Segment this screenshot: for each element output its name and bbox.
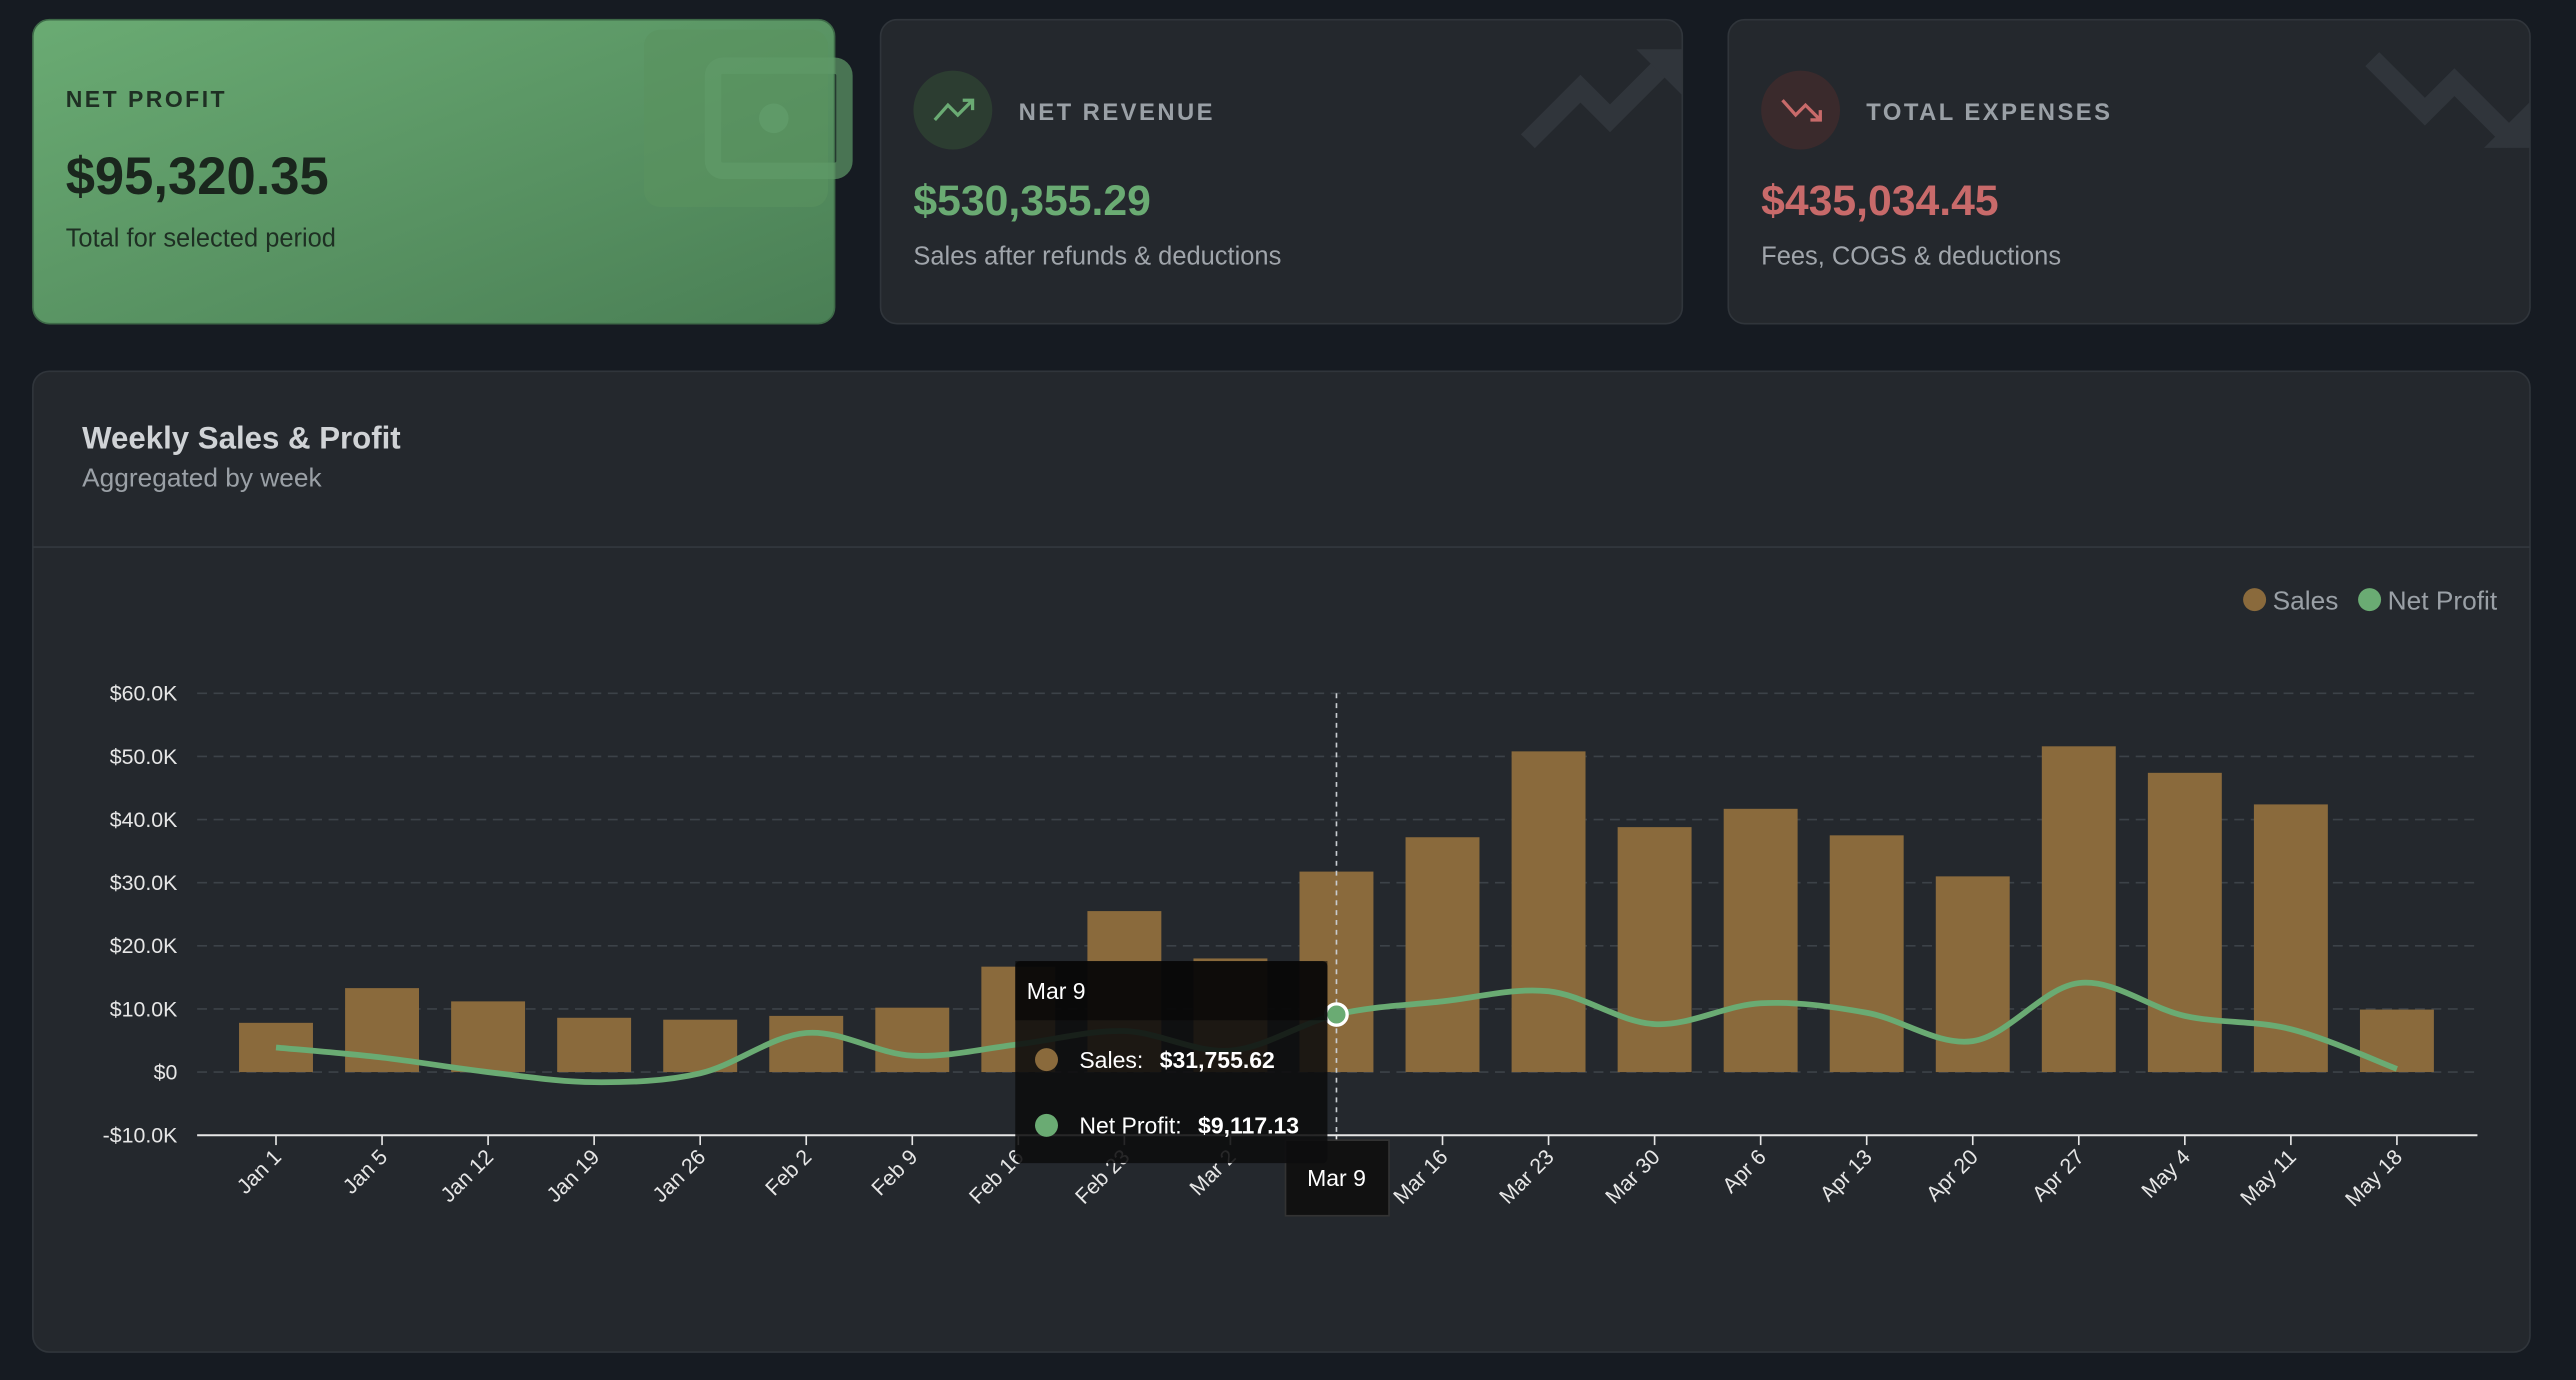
y-tick-label: $0 <box>154 1060 178 1084</box>
bar <box>875 1007 950 1073</box>
card-value: $530,355.29 <box>913 177 1150 225</box>
y-tick-label: $20.0K <box>110 934 178 958</box>
card-net-profit: NET PROFIT $95,320.35 Total for selected… <box>32 18 853 325</box>
y-tick-label: $10.0K <box>110 997 178 1021</box>
card-label: NET PROFIT <box>66 86 227 112</box>
bar <box>557 1017 632 1073</box>
y-tick-label: $30.0K <box>110 871 178 895</box>
bar <box>1723 808 1798 1073</box>
bar <box>2147 772 2222 1073</box>
y-tick-label: $50.0K <box>110 745 178 769</box>
bar <box>1511 751 1586 1073</box>
legend-label: Net Profit <box>2388 586 2498 616</box>
card-note: Sales after refunds & deductions <box>913 242 1281 270</box>
tooltip-label: Net Profit: <box>1079 1113 1181 1139</box>
card-net-revenue: NET REVENUE $530,355.29 Sales after refu… <box>879 18 1684 325</box>
bar <box>1829 835 1904 1073</box>
bar <box>769 1015 844 1073</box>
plot: -$10.0K $0 $10.0K $20.0K $30.0K $40.0K $50.0K $… <box>103 586 2498 1217</box>
tooltip-header <box>1015 961 1328 1021</box>
bar <box>1405 837 1480 1073</box>
bar <box>2041 746 2116 1073</box>
card-note: Fees, COGS & deductions <box>1761 242 2061 270</box>
x-hover-label: Mar 9 <box>1307 1165 1366 1191</box>
tooltip-value: $9,117.13 <box>1198 1113 1299 1139</box>
bar <box>2359 1009 2434 1073</box>
tooltip-label: Sales: <box>1079 1047 1143 1073</box>
chart-title: Weekly Sales & Profit <box>82 421 401 456</box>
y-tick-label: -$10.0K <box>103 1124 178 1148</box>
card-total-expenses: TOTAL EXPENSES $435,034.45 Fees, COGS & … <box>1727 18 2531 325</box>
legend-label: Sales <box>2273 586 2339 616</box>
bar <box>451 1001 526 1073</box>
hover-point <box>1324 1002 1349 1027</box>
tooltip-marker <box>1035 1048 1058 1072</box>
tooltip-value: $31,755.62 <box>1160 1047 1275 1073</box>
card-value: $435,034.45 <box>1761 177 1998 225</box>
legend-marker <box>2358 588 2382 612</box>
legend-marker <box>2243 588 2267 612</box>
card-label: TOTAL EXPENSES <box>1866 99 2112 126</box>
bar <box>1617 827 1692 1073</box>
card-value: $95,320.35 <box>66 147 329 206</box>
card-note: Total for selected period <box>66 224 336 252</box>
chart-panel <box>32 370 2531 1353</box>
chart-subtitle: Aggregated by week <box>82 462 322 492</box>
y-tick-label: $60.0K <box>110 682 178 706</box>
tooltip-marker <box>1035 1113 1058 1137</box>
tooltip-title: Mar 9 <box>1027 978 1086 1004</box>
y-tick-label: $40.0K <box>110 808 178 832</box>
card-label: NET REVENUE <box>1019 99 1215 126</box>
